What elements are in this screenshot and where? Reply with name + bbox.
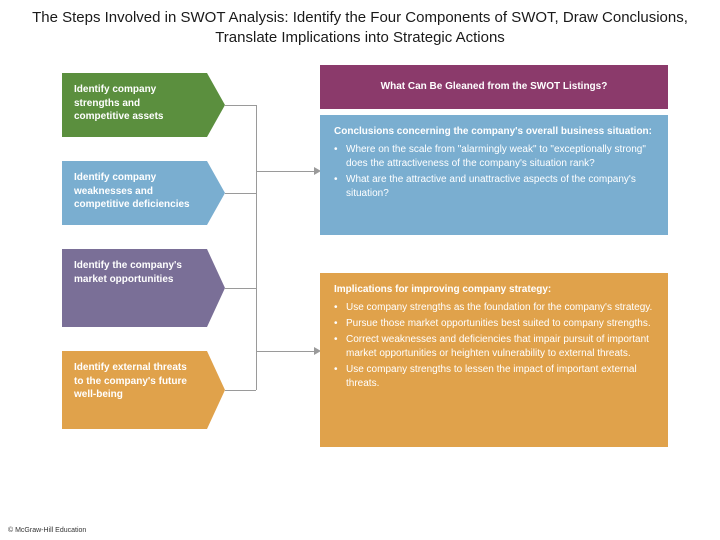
connector-line	[225, 105, 256, 106]
conclusions-list: Where on the scale from "alarmingly weak…	[334, 143, 654, 201]
identify-box-2: Identify the company's market opportunit…	[62, 249, 207, 327]
connector-line	[225, 390, 256, 391]
diagram-canvas: Identify company strengths and competiti…	[0, 51, 720, 521]
connector-line	[225, 193, 256, 194]
connector-line	[256, 105, 257, 390]
identify-chevron-0	[207, 73, 225, 137]
implications-item-3: Use company strengths to lessen the impa…	[334, 363, 654, 391]
right-implications: Implications for improving company strat…	[320, 273, 668, 447]
conclusions-heading: Conclusions concerning the company's ove…	[334, 125, 654, 139]
identify-box-1: Identify company weaknesses and competit…	[62, 161, 207, 225]
page-title: The Steps Involved in SWOT Analysis: Ide…	[0, 0, 720, 51]
implications-item-2: Correct weaknesses and deficiencies that…	[334, 333, 654, 361]
copyright-footer: © McGraw-Hill Education	[8, 527, 86, 534]
identify-chevron-2	[207, 249, 225, 327]
implications-list: Use company strengths as the foundation …	[334, 301, 654, 391]
connector-line	[256, 351, 314, 352]
conclusions-item-1: What are the attractive and unattractive…	[334, 173, 654, 201]
identify-box-3: Identify external threats to the company…	[62, 351, 207, 429]
right-header: What Can Be Gleaned from the SWOT Listin…	[320, 65, 668, 109]
conclusions-item-0: Where on the scale from "alarmingly weak…	[334, 143, 654, 171]
identify-box-0: Identify company strengths and competiti…	[62, 73, 207, 137]
implications-heading: Implications for improving company strat…	[334, 283, 654, 297]
right-conclusions: Conclusions concerning the company's ove…	[320, 115, 668, 235]
implications-item-1: Pursue those market opportunities best s…	[334, 317, 654, 331]
connector-line	[225, 288, 256, 289]
identify-chevron-3	[207, 351, 225, 429]
connector-line	[256, 171, 314, 172]
identify-chevron-1	[207, 161, 225, 225]
implications-item-0: Use company strengths as the foundation …	[334, 301, 654, 315]
